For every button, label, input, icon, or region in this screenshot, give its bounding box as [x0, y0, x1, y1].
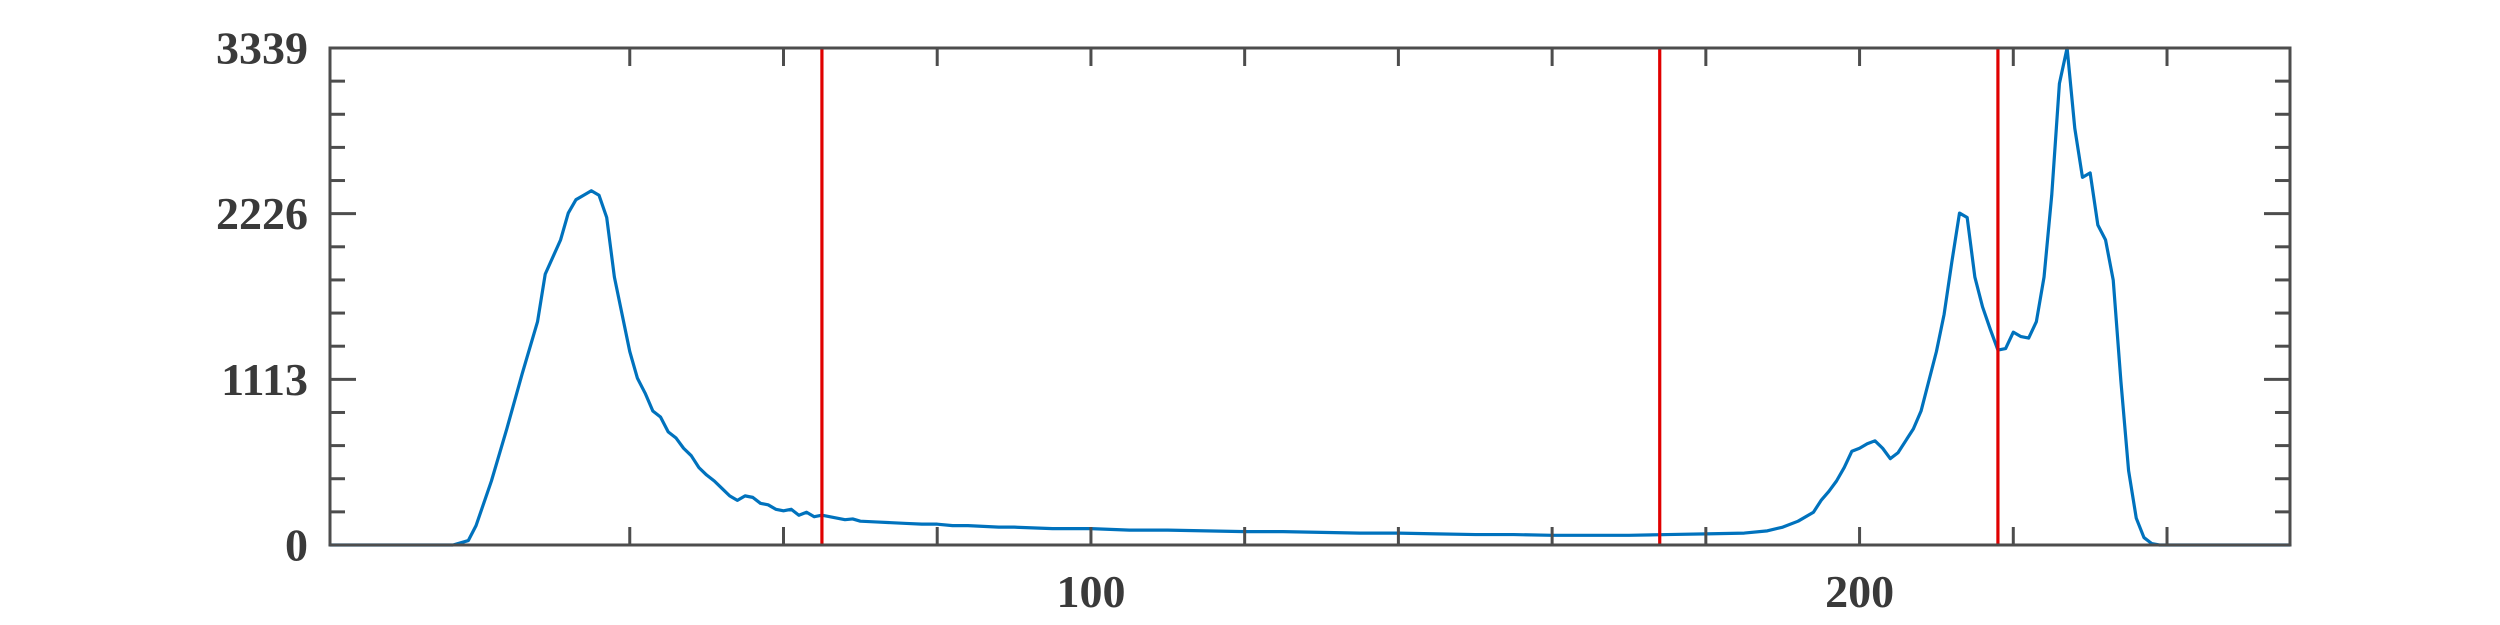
axes-frame: [328, 46, 2292, 547]
y-tick-label: 2226: [216, 188, 308, 239]
axes-box: [328, 46, 2292, 547]
plot-area: [330, 48, 2290, 545]
data-layer: [328, 46, 2292, 547]
plot-background: [330, 48, 2290, 545]
x-tick-label: 200: [1825, 566, 1894, 617]
tick-marks: [330, 48, 2290, 545]
y-tick-label: 3339: [216, 23, 308, 74]
threshold-lines: [820, 48, 2000, 545]
tick-labels: 0 1113 2226 3339 100 200: [216, 23, 1894, 618]
series-line-0: [328, 46, 2292, 547]
y-tick-label: 0: [285, 520, 308, 571]
y-tick-label: 1113: [221, 354, 308, 405]
x-tick-label: 100: [1056, 566, 1125, 617]
